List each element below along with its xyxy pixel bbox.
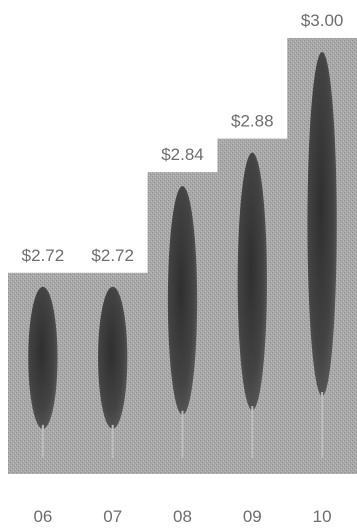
leaf-icon	[237, 152, 267, 411]
x-tick-label: 10	[313, 507, 332, 526]
labels-group: $2.72 06 $2.72 07 $2.84 08 $2.88 09 $3.00 10	[22, 11, 344, 526]
leaf-icon	[167, 186, 198, 415]
bars-group	[8, 38, 357, 474]
bar-value-label: $2.72	[91, 246, 134, 265]
x-tick-label: 07	[103, 507, 122, 526]
x-tick-label: 08	[173, 507, 192, 526]
bar-value-label: $2.84	[161, 145, 204, 164]
x-tick-label: 06	[33, 507, 52, 526]
x-tick-label: 09	[243, 507, 262, 526]
leaf-icon	[28, 286, 58, 429]
bar-value-label: $2.72	[22, 246, 65, 265]
bar-value-label: $3.00	[301, 11, 344, 30]
leaf-icon	[98, 286, 128, 429]
bar-value-label: $2.88	[231, 112, 274, 131]
leaf-icon	[307, 52, 337, 396]
